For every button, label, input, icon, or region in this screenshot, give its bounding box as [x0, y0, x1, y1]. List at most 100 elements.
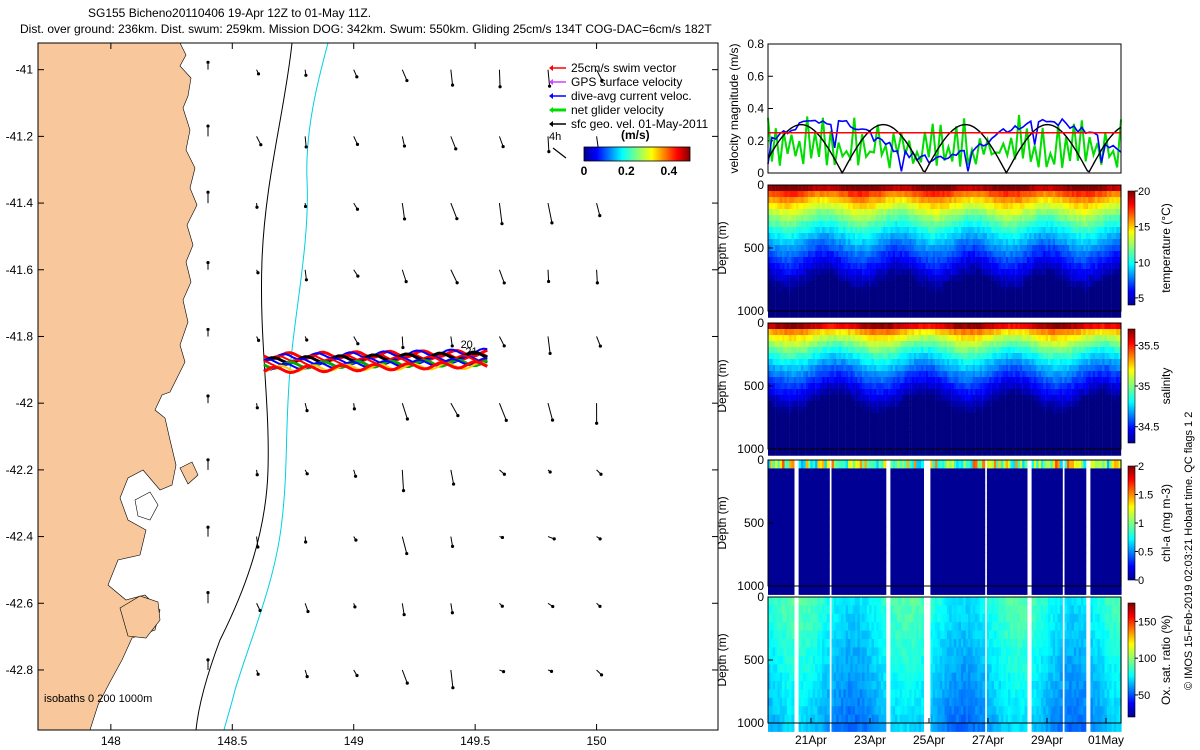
temperature-sample [873, 269, 877, 276]
sfc-vector-head [259, 143, 263, 147]
temperature-sample [1097, 191, 1101, 198]
temperature-sample [968, 299, 971, 306]
temperature-sample [1017, 245, 1021, 252]
salinity-sample [772, 449, 776, 456]
temperature-sample [883, 221, 886, 228]
salinity-sample [798, 359, 802, 366]
temperature-sample [822, 311, 825, 318]
salinity-sample [803, 359, 806, 366]
temperature-sample [810, 275, 813, 282]
temperature-sample [1045, 221, 1049, 228]
temperature-sample [1059, 311, 1063, 318]
temperature-sample [1055, 299, 1058, 306]
temperature-sample [885, 287, 889, 294]
temperature-sample [1043, 197, 1046, 204]
salinity-sample [902, 347, 905, 354]
salinity-sample [911, 449, 915, 456]
temperature-sample [876, 269, 879, 276]
temperature-sample [848, 305, 851, 312]
salinity-sample [829, 413, 832, 420]
temperature-sample [1050, 281, 1053, 288]
temperature-sample [1031, 239, 1035, 246]
salinity-sample [789, 431, 792, 438]
salinity-sample [866, 329, 870, 336]
temperature-sample [1116, 203, 1119, 210]
temperature-sample [1109, 251, 1112, 258]
temperature-sample [1012, 269, 1016, 276]
salinity-sample [890, 329, 893, 336]
temperature-sample [873, 245, 877, 252]
temperature-sample [810, 209, 813, 216]
temperature-sample [1099, 239, 1103, 246]
temperature-sample [930, 203, 933, 210]
temperature-sample [848, 191, 851, 198]
temperature-sample [970, 209, 973, 216]
salinity-sample [791, 383, 795, 390]
temperature-sample [1081, 263, 1084, 270]
temperature-sample [768, 287, 771, 294]
temperature-sample [810, 233, 813, 240]
salinity-sample [857, 323, 860, 330]
temperature-sample [942, 227, 945, 234]
salinity-sample [838, 443, 842, 450]
salinity-sample [817, 335, 820, 342]
temperature-sample [982, 305, 985, 312]
temperature-sample [1045, 239, 1049, 246]
salinity-sample [829, 425, 832, 432]
salinity-sample [791, 371, 795, 378]
temperature-sample [904, 251, 908, 258]
salinity-sample [831, 377, 835, 384]
salinity-sample [808, 425, 811, 432]
temperature-sample [925, 287, 929, 294]
salinity-sample [883, 359, 886, 366]
salinity-sample [883, 371, 886, 378]
temperature-sample [911, 209, 915, 216]
sfc-vector-head [402, 217, 407, 221]
temperature-sample [1066, 215, 1070, 222]
salinity-sample [883, 449, 886, 456]
temperature-sample [777, 257, 780, 264]
temperature-sample [798, 263, 802, 270]
temperature-sample [1064, 185, 1068, 192]
temperature-sample [956, 263, 959, 270]
temperature-sample [942, 233, 945, 240]
temperature-sample [1036, 185, 1039, 192]
sfc-vector [596, 336, 601, 347]
temperature-sample [810, 305, 813, 312]
temperature-sample [970, 239, 973, 246]
temperature-sample [1045, 197, 1049, 204]
temperature-sample [1071, 293, 1075, 300]
temperature-sample [836, 299, 839, 306]
temperature-sample [1088, 275, 1091, 282]
temperature-sample [963, 311, 966, 318]
temperature-sample [876, 215, 879, 222]
salinity-sample [904, 365, 908, 372]
salinity-sample [850, 353, 853, 360]
temperature-sample [1062, 299, 1065, 306]
temperature-sample [885, 263, 889, 270]
salinity-sample [895, 449, 898, 456]
temperature-sample [857, 311, 860, 318]
temperature-sample [859, 239, 863, 246]
temperature-sample [869, 239, 872, 246]
temperature-sample [772, 305, 776, 312]
temperature-sample [796, 245, 799, 252]
temperature-sample [944, 197, 948, 204]
salinity-sample [836, 395, 839, 402]
series-dac [767, 117, 1122, 172]
temperature-sample [1001, 263, 1004, 270]
salinity-sample [777, 359, 780, 366]
temperature-sample [1118, 257, 1122, 264]
temperature-sample [878, 311, 882, 318]
salinity-sample [812, 401, 816, 408]
temperature-sample [939, 293, 943, 300]
temperature-sample [942, 185, 945, 192]
temperature-sample [871, 203, 875, 210]
temperature-sample [819, 221, 823, 228]
salinity-sample [911, 389, 915, 396]
salinity-sample [892, 335, 896, 342]
temperature-sample [862, 311, 865, 318]
salinity-sample [786, 347, 790, 354]
temperature-sample [963, 293, 966, 300]
salinity-sample [768, 365, 771, 372]
